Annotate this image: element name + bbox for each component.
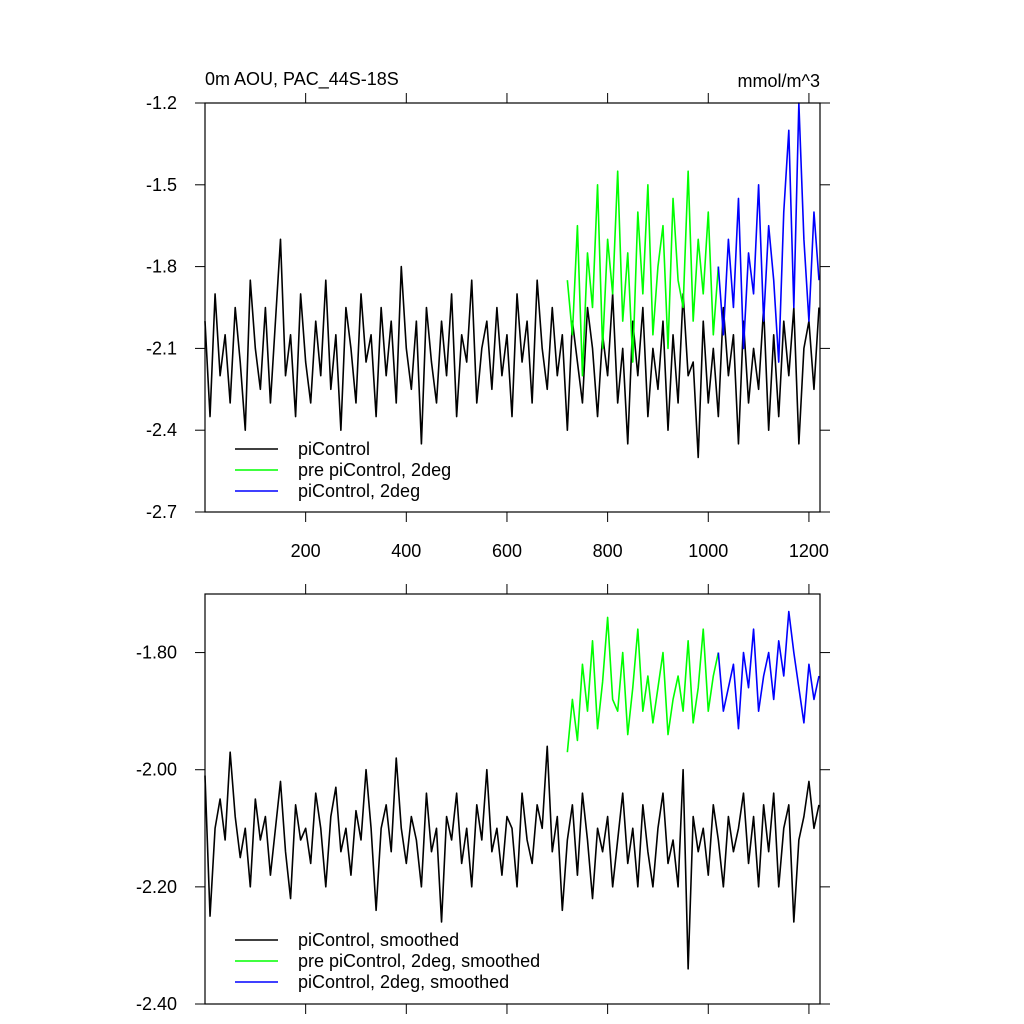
x-tick-label: 600	[492, 541, 522, 561]
x-tick-label: 1000	[688, 541, 728, 561]
legend-label: piControl	[298, 439, 370, 459]
plot-frame	[204, 593, 821, 1005]
legend-label: piControl, smoothed	[298, 930, 459, 950]
y-tick-label: -1.8	[146, 257, 177, 277]
y-tick-label: -1.5	[146, 175, 177, 195]
y-tick-label: -2.20	[136, 877, 177, 897]
legend-label: piControl, 2deg, smoothed	[298, 972, 509, 992]
y-tick-label: -2.4	[146, 420, 177, 440]
x-tick-label: 1200	[789, 541, 829, 561]
legend-label: piControl, 2deg	[298, 481, 420, 501]
series-line	[204, 238, 820, 459]
legend-label: pre piControl, 2deg	[298, 460, 451, 480]
x-tick-label: 400	[391, 541, 421, 561]
series-line	[717, 102, 820, 363]
y-tick-label: -2.00	[136, 760, 177, 780]
series-line	[717, 610, 820, 730]
x-tick-label: 800	[593, 541, 623, 561]
series-line	[566, 616, 720, 753]
x-tick-label: 200	[291, 541, 321, 561]
plot-frame	[204, 102, 821, 513]
y-tick-label: -2.7	[146, 502, 177, 522]
y-tick-label: -2.40	[136, 994, 177, 1014]
legend-label: pre piControl, 2deg, smoothed	[298, 951, 540, 971]
series-line	[566, 170, 720, 377]
series-line	[204, 745, 820, 970]
units-label: mmol/m^3	[738, 71, 820, 91]
chart-title: 0m AOU, PAC_44S-18S	[205, 69, 399, 90]
y-tick-label: -1.80	[136, 643, 177, 663]
y-tick-label: -1.2	[146, 93, 177, 113]
y-tick-label: -2.1	[146, 338, 177, 358]
